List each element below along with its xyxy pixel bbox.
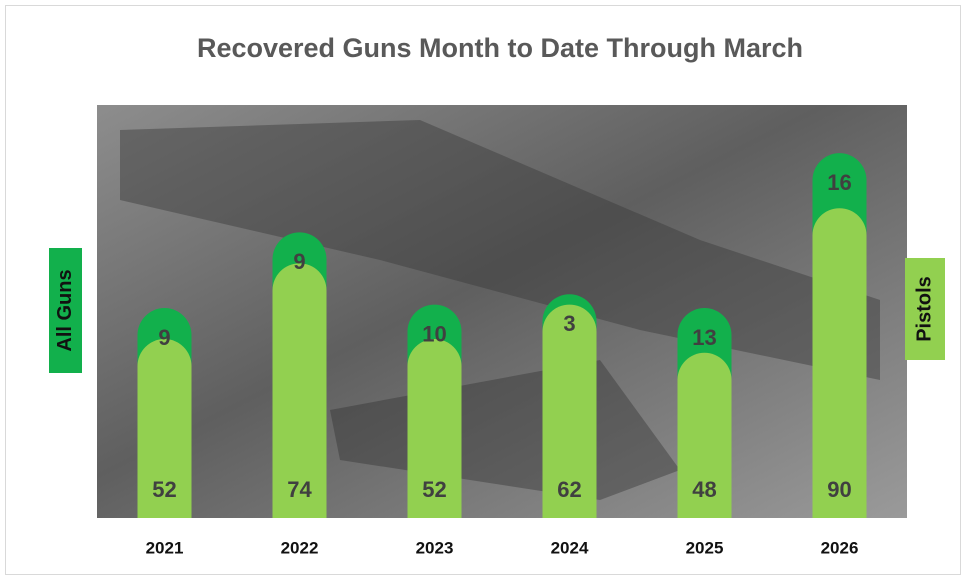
x-tick-label: 2022 — [281, 538, 319, 557]
chart-title: Recovered Guns Month to Date Through Mar… — [197, 33, 803, 63]
data-label: 90 — [827, 477, 851, 502]
data-label: 9 — [158, 325, 170, 350]
bar-segment — [677, 352, 732, 518]
data-label: 52 — [152, 477, 176, 502]
bar-segment — [542, 304, 597, 518]
legend-label: Pistols — [913, 276, 935, 342]
x-tick-label: 2026 — [821, 538, 859, 557]
legend-swatch — [905, 258, 945, 360]
data-label: 74 — [287, 477, 312, 502]
data-label: 13 — [692, 325, 716, 350]
bar-segment — [272, 263, 327, 518]
legend-label: All Guns — [54, 269, 76, 351]
x-tick-label: 2023 — [416, 538, 454, 557]
data-label: 3 — [563, 311, 575, 336]
plot-background — [97, 105, 907, 518]
x-tick-label: 2024 — [551, 538, 589, 557]
x-tick-label: 2021 — [146, 538, 184, 557]
data-label: 10 — [422, 321, 446, 346]
data-label: 62 — [557, 477, 581, 502]
data-label: 16 — [827, 170, 851, 195]
bar-segment — [812, 208, 867, 518]
data-label: 9 — [293, 249, 305, 274]
data-label: 48 — [692, 477, 716, 502]
x-tick-label: 2025 — [686, 538, 724, 557]
data-label: 52 — [422, 477, 446, 502]
bar-segment — [407, 339, 462, 518]
bar-segment — [137, 339, 192, 518]
legend-swatch — [49, 248, 82, 373]
